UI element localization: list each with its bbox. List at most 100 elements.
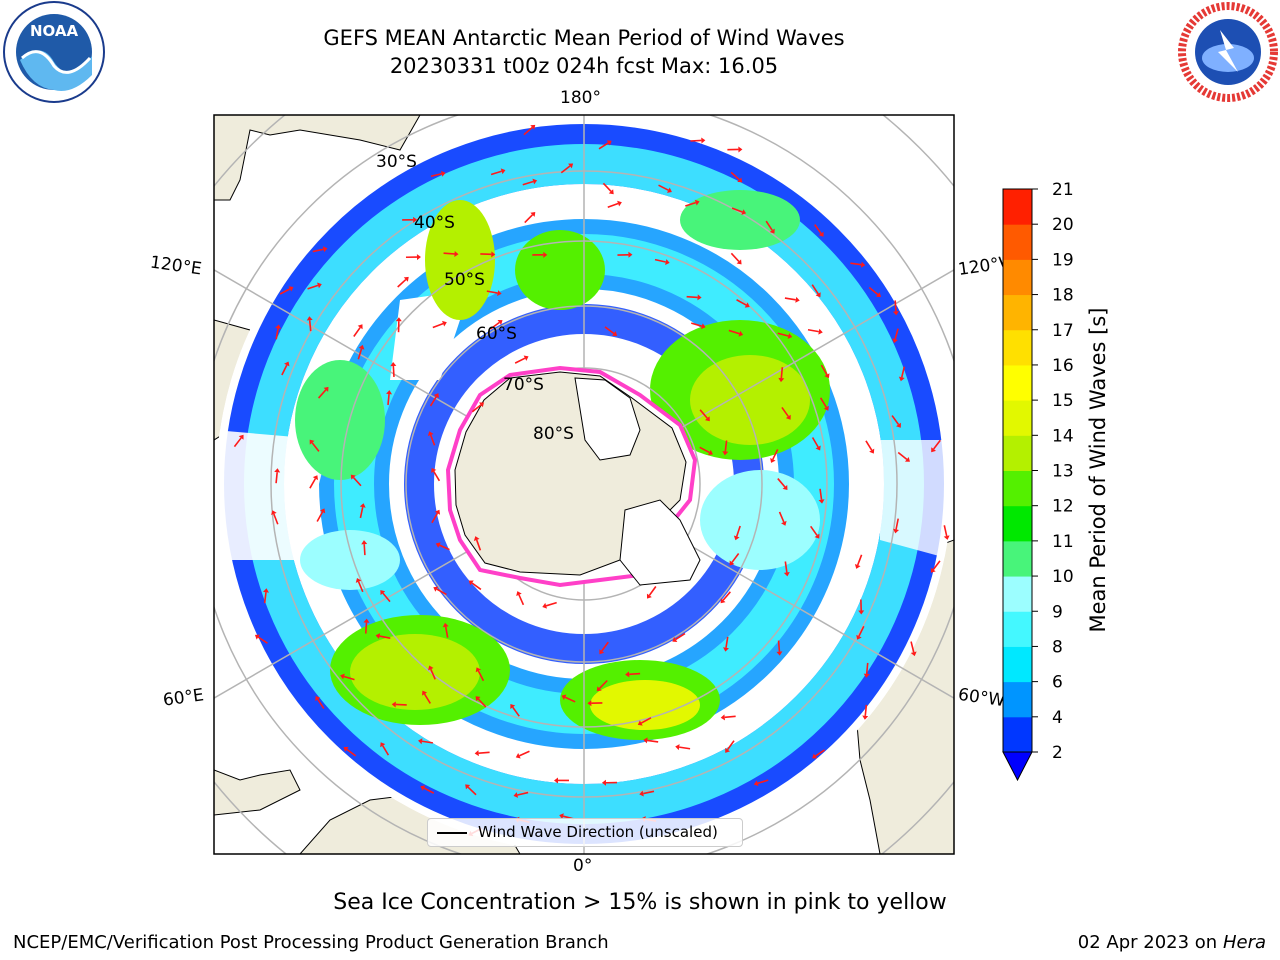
wind-arrow-head bbox=[559, 813, 564, 820]
nws-logo bbox=[1178, 2, 1278, 102]
wind-arrow bbox=[811, 284, 819, 295]
wind-arrow bbox=[471, 404, 482, 413]
wind-arrow-head bbox=[617, 200, 622, 207]
wind-arrow bbox=[784, 561, 788, 573]
wind-arrow-head bbox=[433, 393, 439, 399]
wind-arrow bbox=[478, 751, 490, 754]
wind-arrow bbox=[820, 364, 828, 376]
wind-arrow-head bbox=[744, 302, 750, 308]
wind-arrow-head bbox=[473, 536, 480, 541]
wind-arrow-head bbox=[704, 416, 710, 422]
wind-arrow bbox=[477, 698, 487, 708]
wind-arrow bbox=[397, 278, 407, 288]
wind-arrow-head bbox=[815, 292, 821, 298]
wind-arrow bbox=[807, 328, 819, 333]
wind-arrow-head bbox=[904, 456, 910, 462]
wind-arrow-head bbox=[639, 790, 644, 797]
wind-arrow bbox=[564, 696, 576, 703]
wind-arrow-head bbox=[306, 316, 313, 321]
wind-arrow bbox=[679, 746, 691, 750]
wind-arrow bbox=[819, 397, 827, 408]
wind-arrow-head bbox=[357, 324, 363, 330]
wind-arrow-head bbox=[898, 376, 905, 382]
wind-arrow-head bbox=[875, 292, 881, 297]
colorbar-ticks: 2 4 6 8 9 10 11 12 13 14 15 16 17 18 19 20 21 bbox=[1032, 180, 1074, 763]
wind-arrow-head bbox=[413, 216, 418, 223]
wind-arrow bbox=[279, 288, 291, 295]
wind-arrow-head bbox=[375, 633, 381, 640]
wind-arrow bbox=[894, 300, 897, 312]
wind-arrow-head bbox=[896, 422, 901, 428]
wind-arrow-head bbox=[530, 211, 536, 217]
wind-arrow bbox=[643, 790, 655, 795]
wind-arrow bbox=[910, 641, 915, 653]
wind-arrow bbox=[850, 262, 862, 266]
wind-arrow bbox=[814, 224, 822, 235]
colorbar-swatch bbox=[1003, 611, 1032, 647]
wind-arrow-head bbox=[474, 750, 479, 757]
wind-arrow-head bbox=[497, 320, 503, 325]
wind-arrow bbox=[865, 440, 873, 451]
wind-arrow-head bbox=[274, 468, 281, 473]
wind-arrow-head bbox=[606, 140, 612, 146]
wind-arrow-head bbox=[738, 330, 744, 337]
wind-arrow-head bbox=[892, 311, 899, 316]
wind-arrow bbox=[281, 364, 288, 376]
wind-arrow-head bbox=[284, 361, 290, 367]
wind-arrow-head bbox=[322, 246, 328, 253]
wind-arrow-head bbox=[390, 362, 397, 367]
wind-arrow bbox=[392, 365, 395, 378]
wind-arrow-head bbox=[665, 259, 670, 265]
wind-arrow bbox=[514, 357, 526, 364]
wind-arrow-head bbox=[315, 696, 321, 701]
wind-arrow bbox=[894, 328, 899, 340]
wind-arrow-head bbox=[435, 542, 441, 548]
colorbar-swatch bbox=[1003, 189, 1032, 225]
wind-arrow bbox=[811, 437, 819, 448]
wind-arrow-head bbox=[317, 282, 322, 289]
wind-arrow-head bbox=[361, 540, 368, 545]
wind-arrow-head bbox=[475, 696, 481, 702]
wind-arrow-head bbox=[737, 177, 743, 183]
colorbar-swatch bbox=[1003, 470, 1032, 507]
wind-arrow bbox=[307, 284, 319, 290]
wind-arrow bbox=[699, 446, 710, 454]
wind-arrow-head bbox=[428, 665, 434, 671]
wind-arrow bbox=[654, 258, 666, 263]
wind-arrow bbox=[730, 171, 740, 181]
wind-arrow bbox=[364, 622, 368, 634]
wind-arrow bbox=[346, 748, 357, 757]
lat-label-60s: 60°S bbox=[476, 324, 517, 344]
wind-arrow-head bbox=[795, 296, 800, 303]
wind-arrow-head bbox=[856, 634, 862, 640]
wind-arrow bbox=[757, 779, 769, 785]
wind-arrow-head bbox=[770, 457, 776, 463]
wind-arrow bbox=[257, 636, 268, 644]
colorbar-swatch bbox=[1003, 716, 1032, 753]
wind-arrow-head bbox=[666, 187, 672, 193]
wind-arrow-head bbox=[823, 405, 829, 411]
map-title: GEFS MEAN Antarctic Mean Period of Wind … bbox=[323, 26, 845, 50]
colorbar-tick-label: 12 bbox=[1052, 497, 1074, 517]
wind-arrow bbox=[781, 406, 789, 417]
wind-arrow bbox=[725, 636, 729, 648]
lat-label-30s: 30°S bbox=[376, 152, 417, 172]
colorbar-tick-label: 8 bbox=[1052, 637, 1063, 657]
wind-arrow bbox=[777, 640, 781, 652]
wind-arrow-head bbox=[815, 445, 821, 451]
wind-arrow-head bbox=[818, 328, 823, 335]
wind-arrow-head bbox=[363, 618, 370, 623]
wind-arrow bbox=[629, 672, 641, 676]
svg-text:NOAA: NOAA bbox=[30, 22, 79, 40]
wind-arrow-head bbox=[238, 434, 244, 440]
wind-arrow-head bbox=[596, 686, 602, 692]
wind-arrow-head bbox=[646, 593, 652, 599]
wind-arrow bbox=[780, 367, 784, 379]
wind-arrow-head bbox=[931, 447, 937, 453]
wind-arrow bbox=[359, 507, 364, 519]
colorbar-tick-label: 21 bbox=[1052, 180, 1074, 200]
wind-arrow-head bbox=[427, 431, 434, 437]
wind-arrow bbox=[691, 322, 703, 327]
colorbar-tick-label: 14 bbox=[1052, 426, 1074, 446]
wind-arrow-head bbox=[468, 580, 474, 586]
